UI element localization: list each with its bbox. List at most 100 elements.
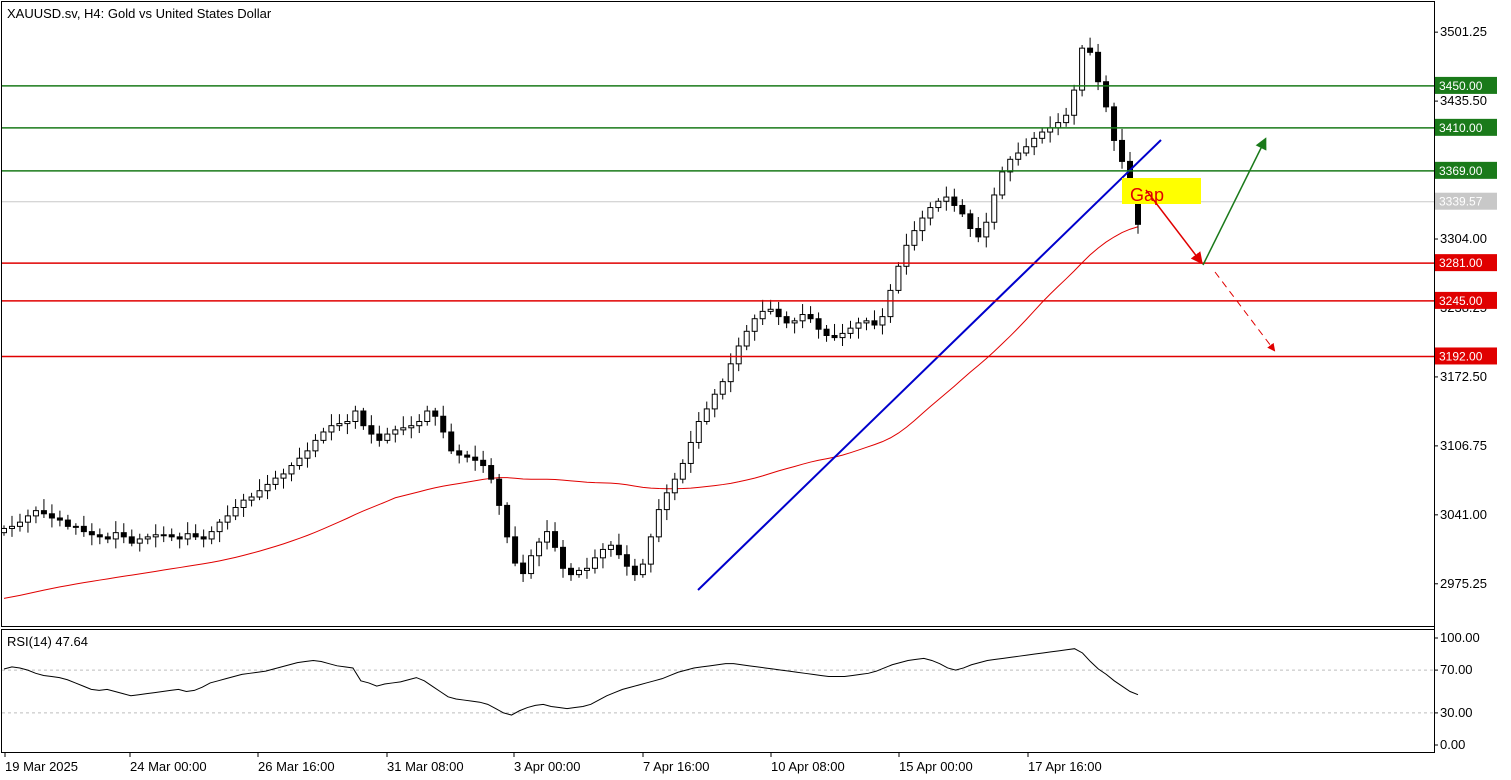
candle-body <box>703 408 710 422</box>
candle <box>1031 132 1038 156</box>
candle <box>64 514 71 530</box>
candle <box>312 434 319 458</box>
candle-body <box>1119 139 1126 162</box>
chart-title: XAUUSD.sv, H4: Gold vs United States Dol… <box>7 6 272 21</box>
projection-up-arrow <box>1202 137 1267 266</box>
candle-body <box>320 431 327 441</box>
resistance-level: 3369.00 <box>2 161 1497 179</box>
candle-body <box>1103 81 1110 108</box>
candle <box>104 532 111 544</box>
current-price-box <box>1435 192 1497 210</box>
candle-body <box>432 410 439 417</box>
candle <box>568 563 574 581</box>
candle-body <box>368 425 375 435</box>
candle <box>440 405 447 439</box>
candle <box>719 378 726 400</box>
candle-body <box>184 533 191 540</box>
candle <box>264 474 271 500</box>
candle-body <box>112 532 119 540</box>
candle <box>959 199 966 217</box>
candle <box>192 524 199 541</box>
candle-body <box>16 521 23 527</box>
candle <box>1 525 7 536</box>
support-level: 3281.00 <box>2 254 1497 272</box>
candle <box>623 545 630 576</box>
candle-body <box>424 410 431 422</box>
candle <box>767 299 774 315</box>
candle-body <box>480 459 487 467</box>
candle-body <box>96 534 103 538</box>
candle <box>615 533 622 559</box>
candle-body <box>591 557 598 569</box>
rsi-tick-label: 30.00 <box>1440 705 1473 720</box>
candle-body <box>655 509 662 538</box>
candle <box>328 414 335 441</box>
candle-body <box>1063 114 1070 124</box>
candle <box>528 549 535 579</box>
candle-body <box>679 462 686 480</box>
candle-body <box>512 536 519 564</box>
candle-body <box>1095 51 1102 83</box>
moving-average-layer <box>3 226 1139 599</box>
candle-body <box>72 525 79 528</box>
candle-body <box>783 316 790 324</box>
candle-body <box>975 228 982 238</box>
resistance-level-label: 3450.00 <box>1439 79 1483 93</box>
candle-body <box>440 415 447 433</box>
candle <box>919 210 926 242</box>
y-tick-label: 3041.00 <box>1440 507 1487 522</box>
candle-body <box>536 541 543 557</box>
candle <box>136 533 143 552</box>
candle <box>560 540 567 578</box>
candle <box>72 523 79 535</box>
candle <box>472 445 479 471</box>
candles-layer <box>1 37 1141 582</box>
candle <box>647 533 654 573</box>
candle-body <box>152 534 159 538</box>
candle <box>160 526 167 543</box>
candle <box>1119 128 1126 169</box>
levels-layer: 3450.00 3410.00 3369.00 3281.00 3245.00 3192.… <box>2 76 1497 365</box>
current-price-label: 3339.57 <box>1439 195 1483 209</box>
candle <box>815 312 822 339</box>
candle-body <box>200 536 207 540</box>
candle-body <box>496 478 503 506</box>
candle <box>927 202 934 226</box>
candle-body <box>863 320 870 324</box>
resistance-level-box <box>1435 161 1497 179</box>
x-tick-label: 19 Mar 2025 <box>5 759 78 774</box>
x-tick-label: 31 Mar 08:00 <box>387 759 464 774</box>
candle-body <box>983 221 990 238</box>
candle-body <box>1007 158 1014 173</box>
candle-body <box>40 510 47 515</box>
candle <box>591 549 598 574</box>
candle <box>552 522 559 552</box>
candle-body <box>1 527 7 534</box>
rsi-tick-label: 100.00 <box>1440 630 1480 645</box>
x-tick-label: 24 Mar 00:00 <box>130 759 207 774</box>
candle-body <box>336 423 343 427</box>
candle <box>184 522 191 546</box>
candle-body <box>560 546 567 569</box>
candle <box>903 233 910 275</box>
candle <box>480 450 487 473</box>
resistance-level-label: 3410.00 <box>1439 121 1483 135</box>
candle <box>695 412 702 449</box>
candle <box>448 423 455 455</box>
candle <box>1071 84 1078 125</box>
candle <box>232 499 239 521</box>
x-tick-label: 10 Apr 08:00 <box>771 759 845 774</box>
candle <box>352 405 359 429</box>
candle <box>1087 37 1094 56</box>
candle-body <box>8 525 15 529</box>
candle-body <box>799 314 806 322</box>
candle-body <box>1079 47 1086 91</box>
candle-body <box>967 213 974 230</box>
candle <box>1023 138 1030 157</box>
candle-body <box>759 310 766 320</box>
candle <box>8 515 15 537</box>
candle <box>424 405 431 426</box>
candle-body <box>687 441 694 464</box>
candle-body <box>639 563 646 576</box>
candle <box>895 262 902 294</box>
